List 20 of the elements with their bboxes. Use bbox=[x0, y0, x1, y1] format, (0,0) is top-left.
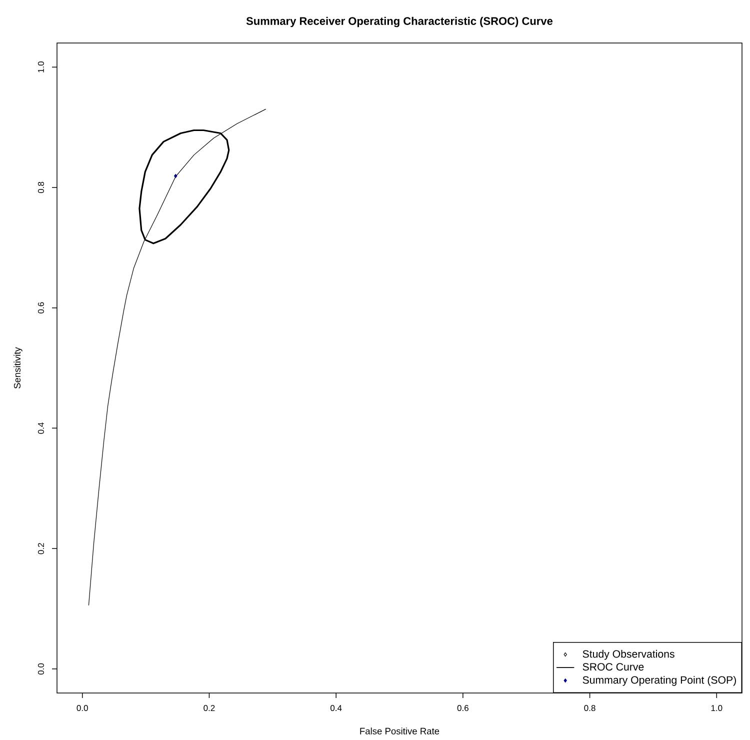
y-tick-label: 0.0 bbox=[38, 663, 44, 675]
legend-label: SROC Curve bbox=[582, 663, 644, 671]
legend-label: Summary Operating Point (SOP) bbox=[582, 676, 736, 686]
x-tick-label: 1.0 bbox=[711, 705, 722, 712]
y-tick-label: 0.8 bbox=[38, 182, 44, 194]
x-tick-label: 0.0 bbox=[76, 705, 88, 712]
x-tick-label: 0.8 bbox=[584, 705, 596, 712]
y-tick-label: 0.6 bbox=[38, 302, 44, 314]
y-axis-title: Sensitivity bbox=[14, 347, 22, 389]
y-tick-label: 0.2 bbox=[38, 543, 44, 554]
chart-title: Summary Receiver Operating Characteristic (SROC) Curve bbox=[246, 16, 553, 28]
x-tick-label: 0.2 bbox=[204, 705, 215, 712]
x-tick-label: 0.4 bbox=[330, 705, 342, 712]
line-series bbox=[138, 129, 230, 244]
y-tick-label: 0.4 bbox=[38, 422, 44, 434]
legend-label: Study Observations bbox=[582, 650, 674, 660]
x-tick-label: 0.6 bbox=[457, 705, 468, 712]
y-tick-label: 1.0 bbox=[38, 61, 44, 72]
x-axis-title: False Positive Rate bbox=[360, 728, 440, 734]
line-series bbox=[88, 108, 266, 606]
